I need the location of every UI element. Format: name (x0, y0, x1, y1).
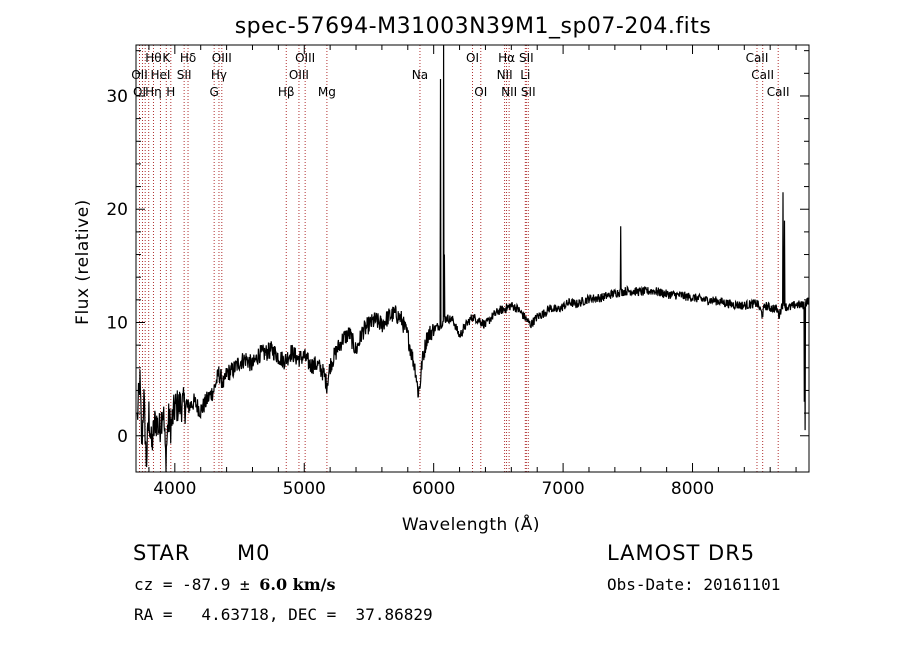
survey-label: LAMOST DR5 (607, 541, 756, 565)
line-marker-label: SII (519, 51, 534, 65)
spectrum-line (136, 44, 810, 472)
line-marker-label: NII (497, 68, 513, 82)
line-marker-label: Hβ (278, 85, 295, 99)
x-axis: 4000 5000 6000 7000 8000 (148, 45, 797, 499)
line-marker-label: OI (133, 85, 146, 99)
line-marker-label: SII (521, 85, 536, 99)
plot-frame (135, 44, 810, 473)
y-tick-label: 10 (106, 313, 128, 333)
line-marker-label: OIII (212, 51, 232, 65)
redshift-readout: cz = -87.9 ± 6.0 km/s (134, 575, 336, 594)
line-marker-label: Hγ (211, 68, 227, 82)
line-marker-label: Hδ (180, 51, 196, 65)
object-class: STAR (133, 541, 191, 565)
line-marker-label: OI (466, 51, 479, 65)
line-marker-label: OIII (289, 68, 309, 82)
line-marker-labels: OIIOIHθHηHeIKHSIIHδGHγOIIIHβOIIIOIIIMgNa… (131, 51, 789, 99)
line-marker-label: OIII (295, 51, 315, 65)
x-tick-label: 4000 (153, 479, 196, 499)
redshift-value: -87.9 (182, 575, 231, 594)
line-markers (138, 45, 779, 472)
y-tick-label: 30 (106, 87, 128, 107)
redshift-prefix: cz = (134, 575, 183, 594)
coordinates: RA = 4.63718, DEC = 37.86829 (134, 605, 433, 624)
line-marker-label: Na (412, 68, 428, 82)
line-marker-label: Hη (145, 85, 162, 99)
y-tick-label: 0 (117, 427, 128, 447)
y-axis: 0 10 20 30 (106, 50, 809, 447)
line-marker-label: Hθ (145, 51, 161, 65)
line-marker-label: HeI (150, 68, 170, 82)
x-tick-label: 6000 (412, 479, 455, 499)
line-marker-label: Hα (498, 51, 515, 65)
x-tick-label: 5000 (283, 479, 326, 499)
x-tick-label: 7000 (541, 479, 584, 499)
line-marker-label: OII (131, 68, 148, 82)
observation-date: Obs-Date: 20161101 (607, 575, 781, 594)
line-marker-label: K (162, 51, 171, 65)
line-marker-label: G (210, 85, 219, 99)
y-axis-label: Flux (relative) (73, 199, 93, 325)
line-marker-label: SII (177, 68, 192, 82)
redshift-plus-minus: ± (230, 575, 260, 594)
line-marker-label: H (166, 85, 175, 99)
line-marker-label: Mg (318, 85, 336, 99)
y-tick-label: 20 (106, 200, 128, 220)
line-marker-label: OI (474, 85, 487, 99)
object-subclass: M0 (237, 541, 271, 565)
x-tick-label: 8000 (671, 479, 714, 499)
line-marker-label: Li (520, 68, 530, 82)
line-marker-label: CaII (767, 85, 790, 99)
line-marker-label: CaII (751, 68, 774, 82)
redshift-error: 6.0 km/s (259, 575, 336, 594)
x-axis-label: Wavelength (Å) (402, 513, 540, 535)
line-marker-label: CaII (746, 51, 769, 65)
line-marker-label: NII (501, 85, 517, 99)
chart-title: spec-57694-M31003N39M1_sp07-204.fits (235, 14, 712, 39)
